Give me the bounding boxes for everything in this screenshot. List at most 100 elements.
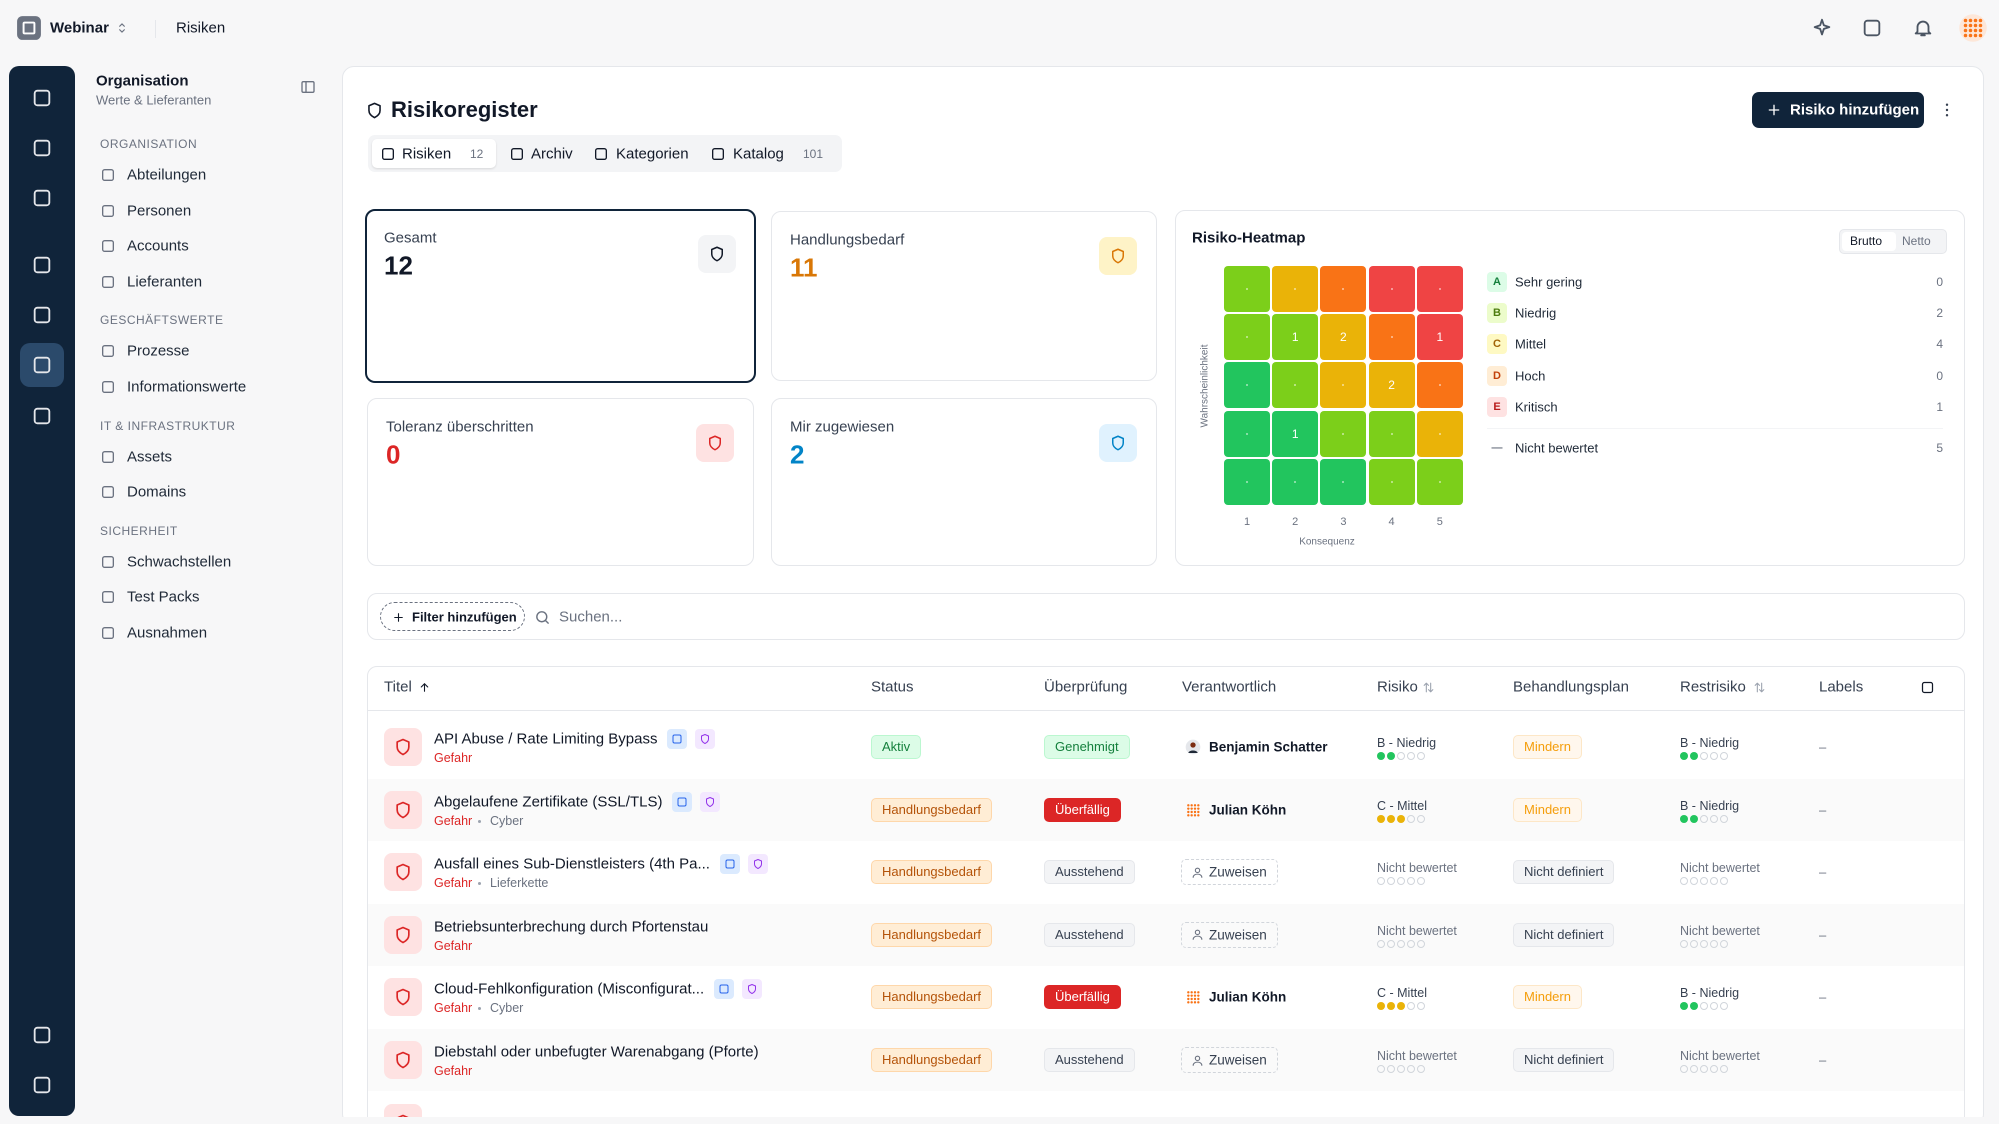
cell-dot [1390,480,1393,483]
assign-button[interactable] [1181,921,1278,948]
column-settings[interactable] [1920,680,1935,695]
sidebar-icon[interactable] [31,1024,53,1046]
more-menu[interactable] [1938,101,1956,119]
ai-button[interactable] [1811,17,1833,39]
heatmap-cell[interactable] [1368,362,1415,409]
column-header[interactable]: Restrisiko [1680,678,1746,696]
nav-item[interactable]: Lieferanten [127,273,203,291]
column-header[interactable]: Überprüfung [1044,678,1128,696]
dot [1710,752,1718,760]
sort-icon[interactable] [1422,681,1435,694]
owner-name[interactable]: Zuweisen [1209,864,1267,880]
nav-item[interactable]: Accounts [127,237,189,255]
nav-icon[interactable] [100,449,116,465]
column-header[interactable]: Titel [384,678,412,696]
sidebar-icon[interactable] [31,87,53,109]
tab-icon[interactable] [710,146,726,162]
collapse-button[interactable] [300,79,316,95]
nav-item[interactable]: Schwachstellen [127,553,232,571]
filter-label[interactable]: Filter hinzufügen [412,609,517,625]
nav-icon[interactable] [100,203,116,219]
nav-icon[interactable] [100,238,116,254]
owner-name[interactable]: Zuweisen [1209,927,1267,943]
nav-icon[interactable] [100,167,116,183]
avatar[interactable] [1958,13,1988,43]
plus-icon[interactable] [392,611,405,624]
toggle-option[interactable]: Netto [1902,234,1931,248]
nav-icon[interactable] [100,484,116,500]
dot [1387,814,1395,823]
column-header[interactable]: Verantwortlich [1182,678,1277,696]
notifications[interactable] [1912,17,1934,39]
nav-item[interactable]: Assets [127,448,173,466]
column-header[interactable]: Status [871,678,914,696]
risk-title[interactable]: Betriebsunterbrechung durch Pfortenstau [434,918,709,936]
sidebar-icon[interactable] [31,137,53,159]
toggle-option[interactable]: Brutto [1850,234,1883,248]
tab-icon[interactable] [593,146,609,162]
nav-item[interactable]: Test Packs [127,588,200,606]
tab-label[interactable]: Kategorien [616,145,689,163]
nav-icon[interactable] [100,625,116,641]
risk-title[interactable]: Abgelaufene Zertifikate (SSL/TLS) [434,793,663,811]
nav-icon[interactable] [100,554,116,570]
nav-item[interactable]: Personen [127,202,192,220]
dot [1680,814,1688,823]
tab-icon[interactable] [509,146,525,162]
chevron[interactable] [115,21,129,35]
risk-title[interactable]: API Abuse / Rate Limiting Bypass [434,730,658,748]
tab-label[interactable]: Risiken [402,145,452,163]
tab-icon[interactable] [380,146,396,162]
column-header[interactable]: Labels [1819,678,1864,696]
search-input[interactable]: Suchen... [559,608,623,626]
docs-button[interactable] [1861,17,1883,39]
owner-name[interactable]: Zuweisen [1209,1052,1267,1068]
stat-card[interactable] [365,209,756,383]
stat-card[interactable] [771,211,1157,381]
sidebar-icon[interactable] [31,304,53,326]
sidebar-icon[interactable] [31,405,53,427]
heatmap-cell[interactable] [1272,410,1319,457]
nav-icon[interactable] [100,589,116,605]
sidebar-icon[interactable] [31,254,53,276]
assign-icon[interactable] [1191,1054,1204,1067]
stat-card[interactable] [367,398,754,566]
nav-icon[interactable] [100,274,116,290]
risk-title[interactable]: Diebstahl oder unbefugter Warenabgang (P… [434,1043,759,1061]
assign-button[interactable] [1181,1047,1278,1073]
heatmap-cell[interactable] [1416,314,1463,361]
sidebar-icon[interactable] [31,187,53,209]
tab-label[interactable]: Archiv [531,145,573,163]
column-header[interactable]: Risiko [1377,678,1418,696]
legend-label: Niedrig [1515,305,1557,321]
tab-label[interactable]: Katalog [733,145,784,163]
heatmap-cell[interactable] [1320,314,1367,361]
add-risk-label[interactable]: Risiko hinzufügen [1790,101,1920,119]
nav-icon[interactable] [100,379,116,395]
add-risk-button[interactable] [1752,92,1924,128]
sidebar-icon[interactable] [31,354,53,376]
plan-badge: Nicht definiert [1513,860,1615,885]
dot [1700,939,1708,948]
nav-item[interactable]: Ausnahmen [127,624,208,642]
sort-icon[interactable] [1753,681,1766,694]
nav-item[interactable]: Informationswerte [127,378,247,396]
nav-item[interactable]: Abteilungen [127,166,207,184]
nav-icon[interactable] [100,343,116,359]
assign-icon[interactable] [1191,928,1204,941]
workspace-name[interactable]: Webinar [50,19,109,37]
sort-icon[interactable] [418,681,431,694]
filter-button[interactable] [380,602,525,631]
risk-title[interactable]: Cloud-Fehlkonfiguration (Misconfigurat..… [434,980,705,998]
risk-title[interactable]: Ausfall eines Sub-Dienstleisters (4th Pa… [434,855,710,873]
sidebar-icon[interactable] [31,1074,53,1096]
assign-button[interactable] [1181,859,1278,886]
nav-item[interactable]: Domains [127,483,187,501]
heatmap-x-tick: 3 [1340,516,1347,528]
stat-card[interactable] [771,398,1157,566]
plus-icon[interactable] [1766,102,1782,118]
assign-icon[interactable] [1191,866,1204,879]
nav-item[interactable]: Prozesse [127,342,190,360]
heatmap-cell[interactable] [1272,314,1319,361]
column-header[interactable]: Behandlungsplan [1513,678,1629,696]
